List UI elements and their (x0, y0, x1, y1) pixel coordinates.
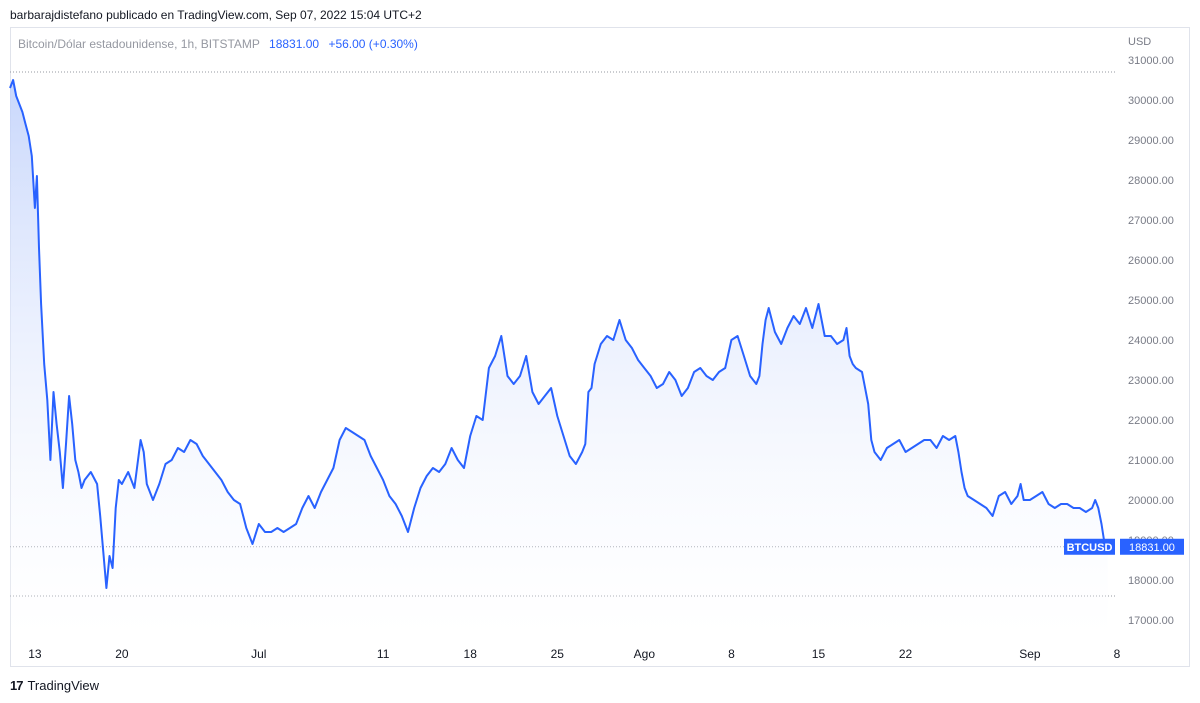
y-tick-label: 30000.00 (1128, 95, 1174, 107)
x-tick-label: Ago (634, 647, 656, 661)
x-tick-label: 8 (1114, 647, 1121, 661)
currency-label: USD (1128, 36, 1151, 48)
y-tick-label: 31000.00 (1128, 55, 1174, 67)
y-tick-label: 24000.00 (1128, 335, 1174, 347)
legend-change: +56.00 (+0.30%) (328, 37, 418, 51)
symbol-description: Bitcoin/Dólar estadounidense, 1h, BITSTA… (18, 37, 260, 51)
x-tick-label: Sep (1019, 647, 1041, 661)
footer-brand[interactable]: 17 TradingView (10, 678, 99, 693)
x-tick-label: 11 (377, 647, 390, 661)
last-price-badge (1120, 538, 1184, 555)
x-tick-label: 25 (551, 647, 565, 661)
x-tick-label: 13 (28, 647, 42, 661)
y-tick-label: 28000.00 (1128, 175, 1174, 187)
series-area (10, 80, 1108, 640)
tradingview-logo-icon: 17 (10, 678, 24, 693)
chart-caption: barbarajdistefano publicado en TradingVi… (10, 8, 422, 22)
x-tick-label: 18 (464, 647, 478, 661)
y-tick-label: 18000.00 (1128, 575, 1174, 587)
last-price-label: 18831.00 (1129, 542, 1175, 554)
series-line (9, 79, 1109, 589)
y-tick-label: 26000.00 (1128, 255, 1174, 267)
y-tick-label: 21000.00 (1128, 455, 1174, 467)
x-tick-label: 15 (812, 647, 826, 661)
y-tick-label: 27000.00 (1128, 215, 1174, 227)
x-tick-label: 22 (899, 647, 913, 661)
y-tick-label: 23000.00 (1128, 375, 1174, 387)
brand-name: TradingView (27, 678, 100, 693)
y-tick-label: 29000.00 (1128, 135, 1174, 147)
y-tick-label: 17000.00 (1128, 615, 1174, 627)
symbol-badge (1064, 538, 1115, 555)
x-tick-label: Jul (251, 647, 266, 661)
x-tick-label: 8 (728, 647, 735, 661)
x-tick-label: 20 (115, 647, 129, 661)
legend-price: 18831.00 (269, 37, 320, 51)
symbol-badge-label: BTCUSD (1067, 542, 1113, 554)
chart-legend: Bitcoin/Dólar estadounidense, 1h, BITSTA… (18, 37, 418, 51)
y-tick-label: 20000.00 (1128, 495, 1174, 507)
y-tick-label: 25000.00 (1128, 295, 1174, 307)
y-tick-label: 22000.00 (1128, 415, 1174, 427)
